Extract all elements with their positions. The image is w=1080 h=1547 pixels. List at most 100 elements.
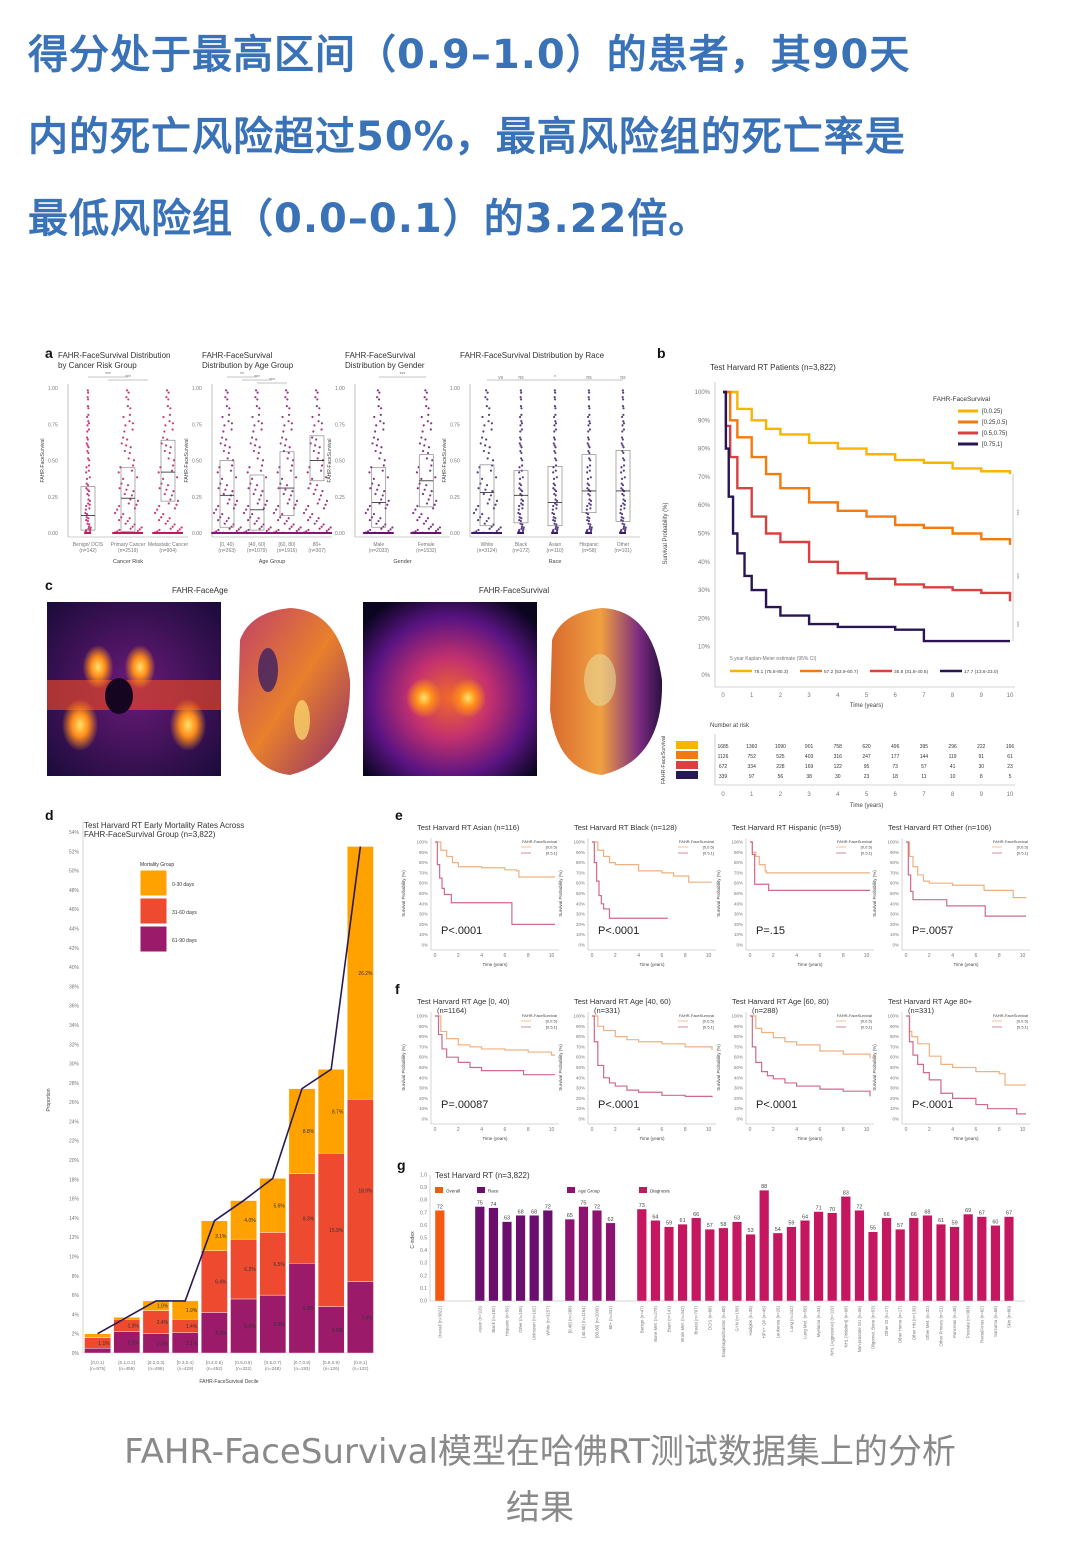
data-point [128,413,132,416]
y-tick-label: 60% [698,503,711,509]
legend-label: [0.75,1] [982,442,1002,448]
data-point [491,459,495,462]
data-point [621,438,624,441]
cindex-value-label: 66 [911,1212,917,1218]
data-point [88,523,91,526]
data-point [224,488,227,491]
legend-label: 61-90 days [172,938,197,944]
cindex-bar [840,1196,851,1302]
significance-label: *** [400,372,406,378]
cindex-category-label: Skin (n=80) [1007,1305,1012,1328]
data-point [85,504,88,508]
data-point [553,519,557,523]
panel-g: g Test Harvard RT (n=3,822) 0.0 0.1 0.2 0.3 0.… [397,1157,1025,1357]
y-tick-label: 50% [576,1065,585,1070]
y-tick-label: 40% [890,901,899,906]
data-point [275,530,278,533]
x-tick-label: 4 [795,1127,798,1133]
face-nose-shadow [258,648,278,692]
data-point [329,526,332,529]
y-axis-label: Survival Probability (%) [401,870,406,917]
data-point [619,511,622,515]
data-point [429,525,432,528]
data-point [518,471,521,474]
data-point [588,517,591,520]
risk-cell: 403 [805,754,814,760]
y-tick-label: 90% [419,1024,428,1029]
data-point [288,407,291,410]
data-point [125,488,128,491]
km-subplot-title: Test Harvard RT Asian (n=116) [417,823,520,832]
data-point [623,499,627,502]
data-point [217,519,220,522]
x-tick-label: 5 [865,693,869,699]
y-tick-label: 20% [734,1096,743,1101]
y-tick-label: 80% [890,860,899,865]
data-point [85,415,89,419]
data-point [624,528,627,531]
data-point [379,420,382,423]
data-point [588,464,592,467]
km-subplot-n: (n=1164) [437,1006,467,1015]
data-point [622,494,625,497]
data-point [87,498,90,501]
cindex-value-label: 55 [870,1226,876,1232]
data-point [416,504,419,508]
y-tick-label: 30% [576,912,585,917]
cindex-category-label: Other HN (n=139) [911,1305,916,1340]
data-point [312,492,315,496]
cindex-value-label: 61 [938,1218,944,1224]
data-point [136,499,140,502]
risk-cell: 169 [805,764,814,770]
data-point [376,396,379,399]
data-point [484,389,488,392]
data-point [258,498,261,501]
data-point [488,527,491,530]
data-point [87,457,90,460]
data-point [264,503,267,506]
data-point [484,488,487,491]
bar-segment-0-30days [84,1333,111,1338]
data-point [477,528,480,532]
data-point [279,482,282,485]
data-point [171,525,174,528]
data-point [519,405,523,408]
data-point [320,422,324,425]
cindex-bar [854,1210,865,1302]
data-point [87,464,91,467]
data-point [589,476,592,479]
data-point [472,511,476,515]
data-point [224,444,227,447]
y-tick-label: 70% [698,475,711,481]
legend-label: [0,0.5) [1017,1019,1029,1024]
data-point [620,504,623,508]
legend-title: FAHR-FaceSurvival [993,839,1028,844]
x-tick-label: (n=122) [352,1366,368,1371]
data-point [553,492,556,496]
data-point [622,391,625,394]
cindex-value-label: 72 [594,1204,600,1210]
data-point [382,464,385,467]
data-point [620,487,623,490]
data-point [381,494,384,497]
data-point [422,522,426,525]
x-tick-label: 10 [864,1127,870,1133]
km-curve-low [906,841,1026,899]
data-point [479,482,482,485]
heatmap-hotspot [169,699,207,751]
x-tick-label: 8 [951,693,955,699]
data-point [554,517,557,520]
data-point [435,499,438,502]
x-tick-label: 6 [819,1127,822,1133]
data-point [427,413,430,416]
y-tick-label: 48% [69,888,80,894]
data-point [423,488,426,491]
cindex-bar [434,1210,445,1302]
data-point [436,528,440,531]
data-point [522,526,525,529]
data-point [382,428,385,431]
y-axis-label: Survival Probability (%) [558,1044,563,1091]
data-point [475,508,478,511]
data-point [485,438,488,441]
